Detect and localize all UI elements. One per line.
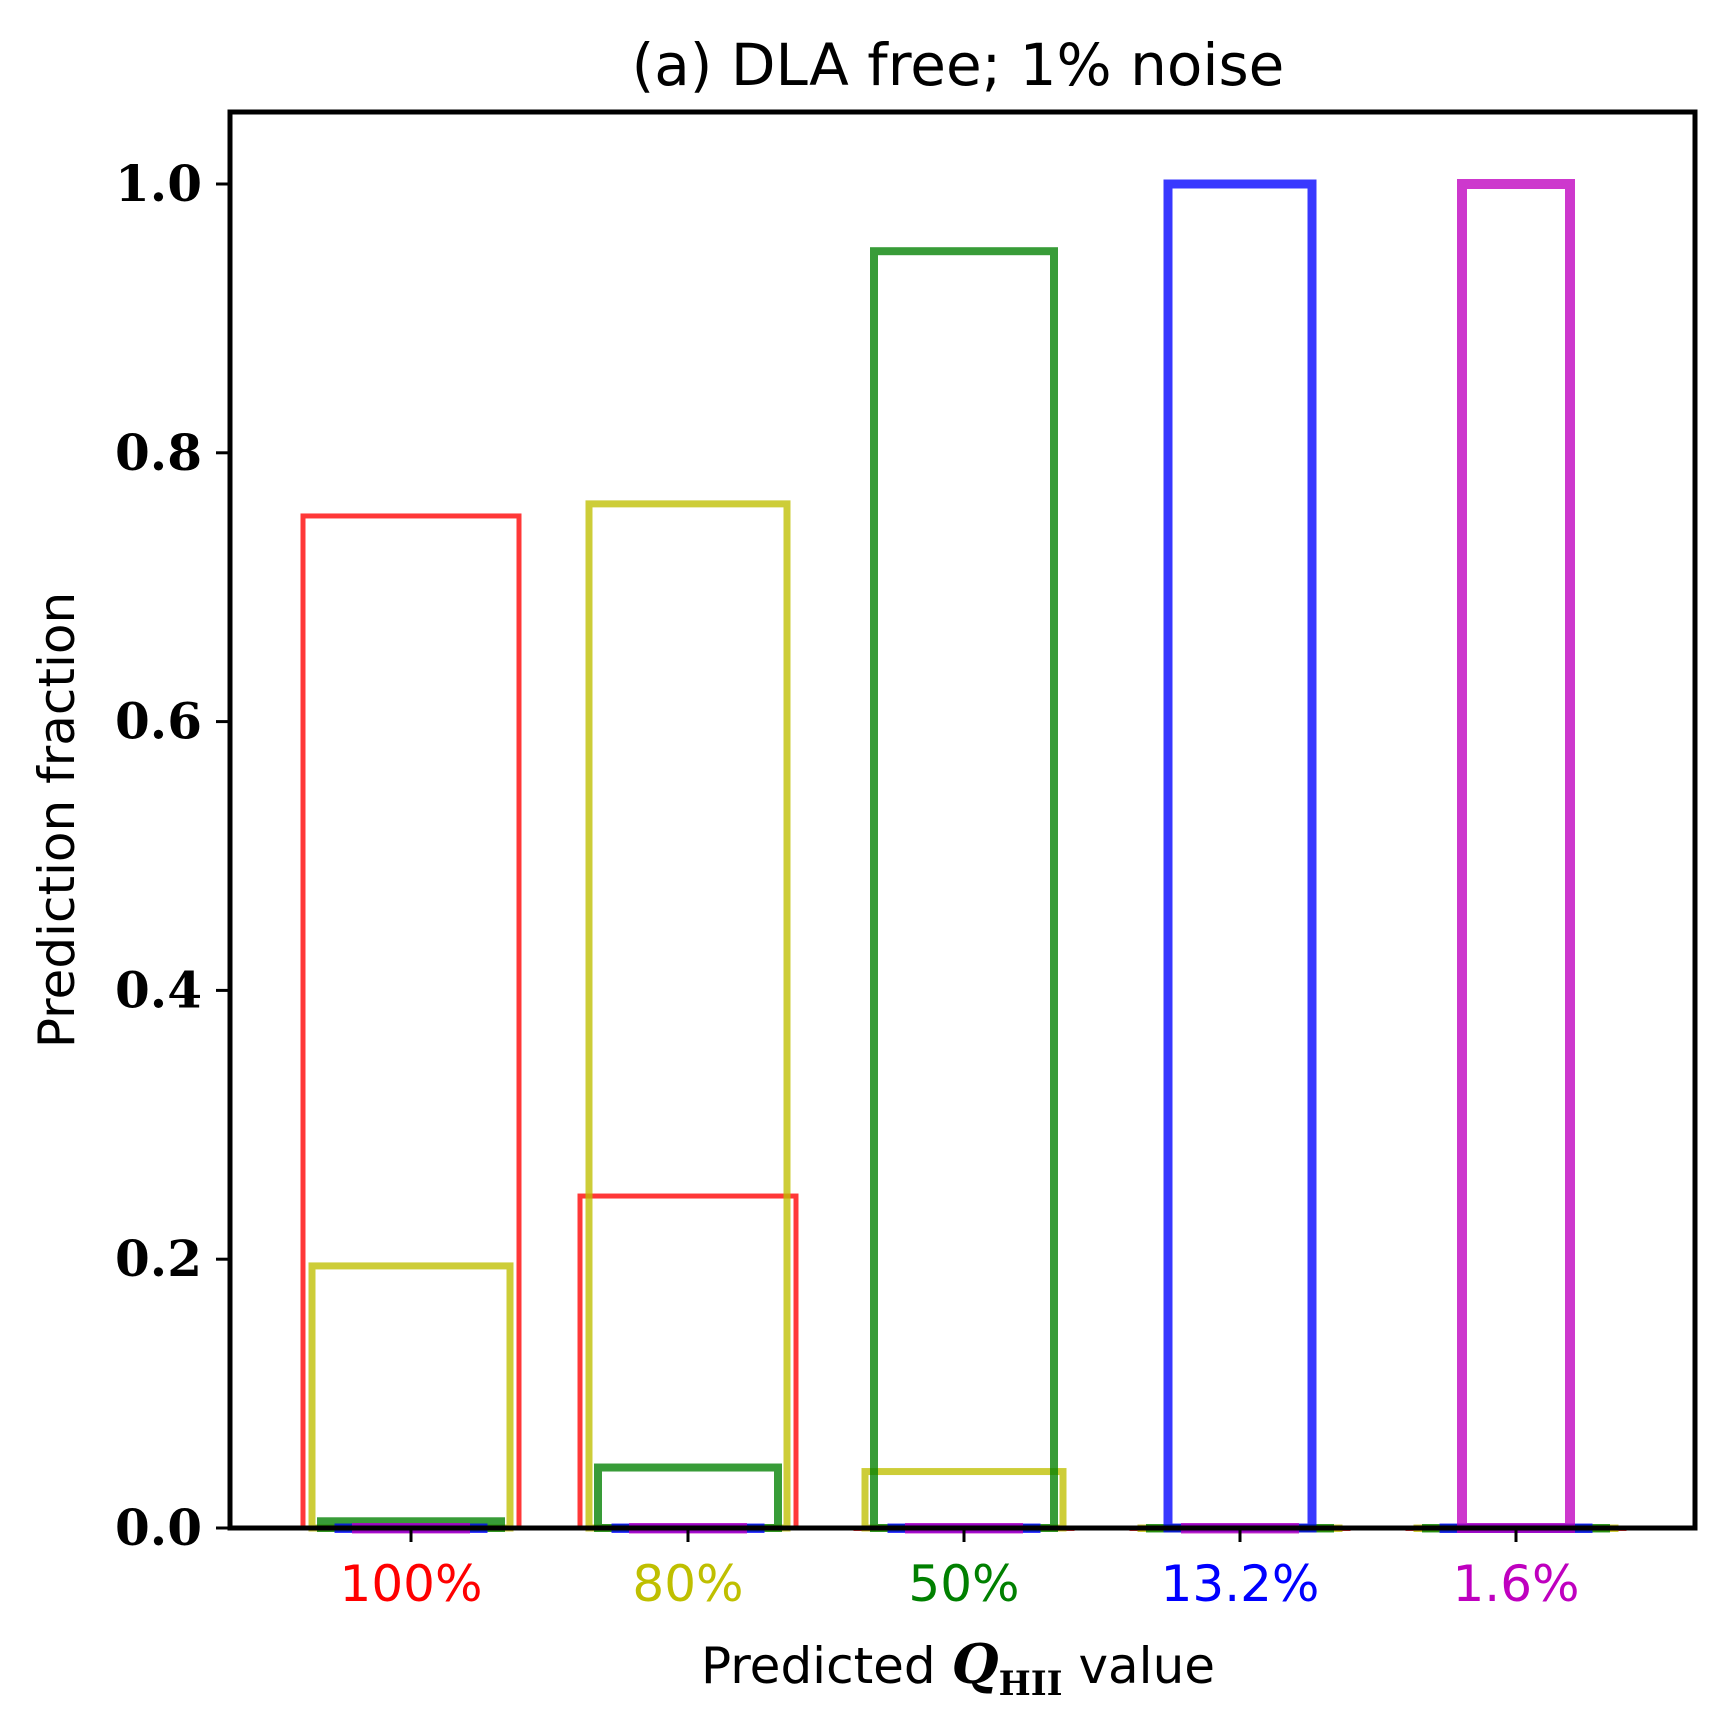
x-axis-ticks: 100% 80% 50% 13.2% 1.6% [340,1528,1580,1613]
chart-title: (a) DLA free; 1% noise [632,31,1285,99]
x-tick-label: 1.6% [1452,1555,1579,1613]
x-axis-label-subscript: HII [999,1664,1063,1704]
y-axis-ticks: 0.0 0.2 0.4 0.6 0.8 1.0 [115,154,230,1557]
x-axis-label: Predicted QHII value [701,1632,1215,1704]
x-tick-label: 80% [632,1555,743,1613]
bar-series-4-category-4 [1457,179,1575,1533]
y-tick-label: 0.8 [115,423,202,482]
y-tick-label: 1.0 [115,154,202,213]
bars-layer [300,179,1627,1534]
bar-series-0-category-1 [577,1193,799,1531]
x-axis-label-symbol: Q [952,1632,999,1696]
x-tick-label: 13.2% [1161,1555,1320,1613]
bar-series-0-category-0 [300,513,522,1531]
x-axis-label-prefix: Predicted [701,1637,952,1695]
plot-frame [227,109,1698,1531]
y-tick-label: 0.0 [115,1498,202,1557]
bar-series-2-category-2 [870,247,1058,1533]
x-axis-label-suffix: value [1063,1637,1215,1695]
bar-series-3-category-3 [1163,179,1317,1533]
y-tick-label: 0.4 [115,960,202,1019]
y-tick-label: 0.2 [115,1229,202,1288]
y-axis-label: Prediction fraction [28,592,86,1048]
x-tick-label: 50% [908,1555,1019,1613]
bar-series-1-category-2 [861,1468,1067,1532]
x-tick-label: 100% [340,1555,483,1613]
bar-series-1-category-1 [585,500,791,1532]
bar-series-2-category-1 [594,1463,782,1533]
y-tick-label: 0.6 [115,692,202,751]
bar-series-1-category-0 [308,1262,514,1532]
